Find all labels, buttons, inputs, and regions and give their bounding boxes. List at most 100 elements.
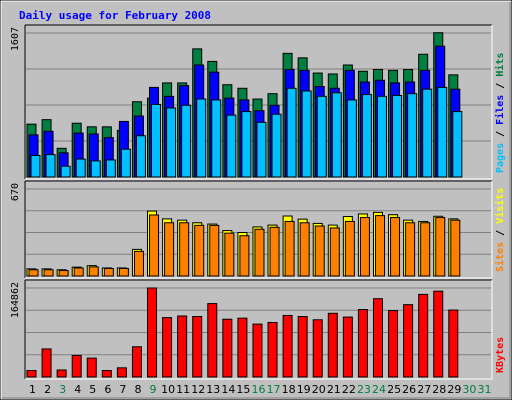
- bar-sites-day-15: [239, 235, 250, 277]
- day-label-12: 12: [191, 383, 205, 396]
- day-label-13: 13: [206, 383, 220, 396]
- series-sites: [28, 214, 461, 277]
- bar-pages-day-3: [60, 165, 71, 178]
- ymax-label: 164862: [10, 282, 21, 318]
- bar-pages-day-4: [75, 158, 86, 178]
- bar-kbytes-day-1: [26, 370, 37, 378]
- side-label-segment: KBytes: [495, 337, 506, 373]
- bar-kbytes-day-11: [177, 315, 188, 378]
- bar-sites-day-11: [179, 222, 190, 277]
- bar-kbytes-day-4: [71, 354, 82, 378]
- bar-kbytes-day-6: [101, 370, 112, 378]
- day-label-3: 3: [59, 383, 66, 396]
- bar-pages-day-28: [437, 86, 448, 178]
- bar-kbytes-day-10: [162, 317, 173, 378]
- bar-kbytes-day-14: [222, 318, 233, 378]
- bar-sites-day-10: [164, 222, 175, 277]
- bar-kbytes-day-28: [433, 290, 444, 378]
- bar-kbytes-day-13: [207, 303, 218, 378]
- bar-kbytes-day-7: [116, 367, 127, 378]
- side-label-separator: /: [495, 224, 506, 242]
- day-label-4: 4: [74, 383, 81, 396]
- bar-pages-day-21: [331, 92, 342, 178]
- bar-sites-day-21: [329, 227, 340, 277]
- bar-pages-day-22: [346, 99, 357, 178]
- bar-sites-day-19: [299, 222, 310, 277]
- bar-sites-day-12: [194, 224, 205, 277]
- bar-kbytes-day-17: [267, 321, 278, 378]
- bar-pages-day-23: [361, 94, 372, 178]
- bar-kbytes-day-27: [418, 293, 429, 378]
- bar-kbytes-day-23: [357, 309, 368, 378]
- bar-kbytes-day-29: [448, 309, 459, 378]
- bar-pages-day-18: [286, 87, 297, 178]
- side-label-segment: Hits: [494, 53, 506, 77]
- side-label-segment: Sites: [494, 242, 506, 272]
- bar-kbytes-day-16: [252, 323, 263, 378]
- bar-kbytes-day-25: [388, 310, 399, 378]
- bar-sites-day-29: [450, 219, 461, 277]
- bar-sites-day-16: [254, 228, 265, 277]
- bar-kbytes-day-20: [312, 319, 323, 378]
- bar-sites-day-18: [284, 220, 295, 277]
- bar-sites-day-20: [314, 225, 325, 277]
- day-label-16: 16: [252, 383, 266, 396]
- day-label-26: 26: [402, 383, 416, 396]
- bar-pages-day-26: [407, 93, 418, 178]
- day-label-9: 9: [150, 383, 157, 396]
- side-label-separator: /: [495, 77, 506, 95]
- bar-kbytes-day-3: [56, 369, 67, 378]
- bar-sites-day-1: [28, 269, 39, 277]
- day-label-18: 18: [282, 383, 296, 396]
- bar-pages-day-9: [151, 103, 162, 178]
- bar-pages-day-24: [376, 95, 387, 178]
- day-label-14: 14: [221, 383, 235, 396]
- bar-sites-day-5: [88, 266, 99, 277]
- day-label-22: 22: [342, 383, 356, 396]
- chart-panels: 1607 Pages / Files / Hits 670 Sites / Visit…: [10, 24, 506, 380]
- day-label-28: 28: [432, 383, 446, 396]
- day-label-11: 11: [176, 383, 190, 396]
- bar-pages-day-16: [256, 121, 267, 178]
- bar-pages-day-27: [422, 88, 433, 178]
- bar-sites-day-26: [405, 222, 416, 277]
- bar-sites-day-13: [209, 224, 220, 277]
- bar-kbytes-day-9: [147, 287, 158, 378]
- day-label-30: 30: [462, 383, 476, 396]
- bar-pages-day-14: [226, 114, 237, 178]
- day-label-6: 6: [104, 383, 111, 396]
- panel-hits-files-pages: 1607 Pages / Files / Hits: [10, 24, 506, 180]
- side-label-segment: Visits: [494, 188, 506, 224]
- bar-pages-day-29: [452, 111, 463, 178]
- day-label-27: 27: [417, 383, 431, 396]
- bar-sites-day-6: [103, 267, 114, 277]
- side-label-segment: Files: [494, 95, 506, 125]
- bar-kbytes-day-8: [131, 346, 142, 378]
- bar-sites-day-3: [58, 270, 69, 277]
- day-label-29: 29: [447, 383, 461, 396]
- bar-sites-day-7: [118, 267, 129, 277]
- day-label-20: 20: [312, 383, 326, 396]
- side-label-segment: Pages: [495, 143, 506, 173]
- day-label-23: 23: [357, 383, 371, 396]
- bar-pages-day-5: [90, 160, 101, 178]
- bar-sites-day-4: [73, 267, 84, 277]
- chart-title: Daily usage for February 2008: [19, 9, 211, 22]
- bar-kbytes-day-22: [342, 316, 353, 378]
- bar-kbytes-day-24: [372, 298, 383, 378]
- bar-pages-day-12: [196, 98, 207, 178]
- ymax-label: 670: [10, 183, 21, 201]
- day-label-25: 25: [387, 383, 401, 396]
- day-label-31: 31: [477, 383, 491, 396]
- bar-sites-day-17: [269, 226, 280, 277]
- bar-sites-day-2: [43, 269, 54, 277]
- bar-kbytes-day-12: [192, 316, 203, 378]
- bar-pages-day-10: [166, 107, 177, 178]
- bar-kbytes-day-15: [237, 317, 248, 378]
- bar-pages-day-1: [30, 154, 41, 178]
- bar-pages-day-7: [120, 148, 131, 178]
- bar-pages-day-17: [271, 113, 282, 178]
- bar-pages-day-2: [45, 154, 56, 178]
- bar-kbytes-day-18: [282, 314, 293, 378]
- day-label-21: 21: [327, 383, 341, 396]
